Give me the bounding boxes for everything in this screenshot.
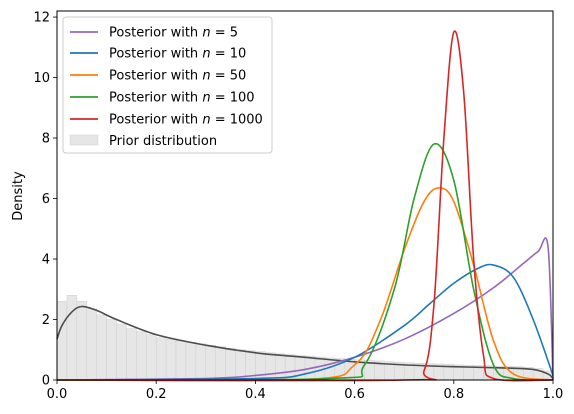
prior-bar xyxy=(126,328,137,381)
prior-bar xyxy=(215,346,226,381)
prior-bar xyxy=(96,314,107,381)
x-tick-label: 0.0 xyxy=(47,387,68,402)
y-tick-label: 12 xyxy=(33,11,50,26)
prior-bar xyxy=(66,295,78,381)
legend-swatch xyxy=(69,134,99,146)
x-tick-label: 0.8 xyxy=(443,387,464,402)
prior-bar xyxy=(265,352,276,381)
legend: Posterior with n = 5 Posterior with n = 1… xyxy=(62,16,273,154)
x-axis: 0.0 0.2 0.4 0.6 0.8 1.0 xyxy=(47,380,564,402)
legend-label: Posterior with n = 100 xyxy=(109,91,255,106)
series-line-2 xyxy=(56,263,554,381)
prior-bar xyxy=(225,347,236,381)
x-tick-label: 0.2 xyxy=(146,387,167,402)
legend-box xyxy=(62,16,273,154)
y-tick-label: 10 xyxy=(33,71,50,86)
legend-label: Posterior with n = 5 xyxy=(109,26,238,41)
prior-density xyxy=(56,305,554,380)
legend-label: Posterior with n = 1000 xyxy=(109,113,263,128)
x-tick-label: 0.6 xyxy=(344,387,365,402)
prior-bar xyxy=(274,353,286,381)
y-axis: 0 2 4 6 8 10 12 xyxy=(33,11,57,389)
legend-label: Posterior with n = 50 xyxy=(109,69,246,84)
prior-bar xyxy=(175,340,187,381)
series-line-4 xyxy=(56,142,554,381)
prior-bar xyxy=(56,301,68,381)
prior-bar xyxy=(165,338,177,381)
prior-bar xyxy=(86,308,97,381)
prior-bar xyxy=(155,337,167,381)
x-tick-label: 0.4 xyxy=(245,387,266,402)
legend-label: Prior distribution xyxy=(109,134,217,149)
series-line-1 xyxy=(56,237,554,381)
y-tick-label: 2 xyxy=(42,313,50,328)
prior-density-line xyxy=(56,305,554,380)
y-tick-label: 0 xyxy=(42,374,50,389)
x-tick-label: 1.0 xyxy=(543,387,564,402)
legend-label: Posterior with n = 10 xyxy=(109,47,246,62)
prior-bar xyxy=(106,319,117,381)
y-axis-title: Density xyxy=(11,171,26,221)
prior-bar xyxy=(185,341,197,381)
y-tick-label: 8 xyxy=(42,132,50,147)
prior-bar xyxy=(195,343,207,381)
prior-bar xyxy=(235,349,246,381)
y-tick-label: 4 xyxy=(42,253,50,268)
plot-frame xyxy=(56,10,554,381)
y-tick-label: 6 xyxy=(42,192,50,207)
prior-bar xyxy=(116,323,127,381)
prior-bar xyxy=(146,334,157,381)
prior-bar xyxy=(76,301,88,381)
prior-bar xyxy=(136,331,147,381)
prior-bar xyxy=(205,344,216,381)
